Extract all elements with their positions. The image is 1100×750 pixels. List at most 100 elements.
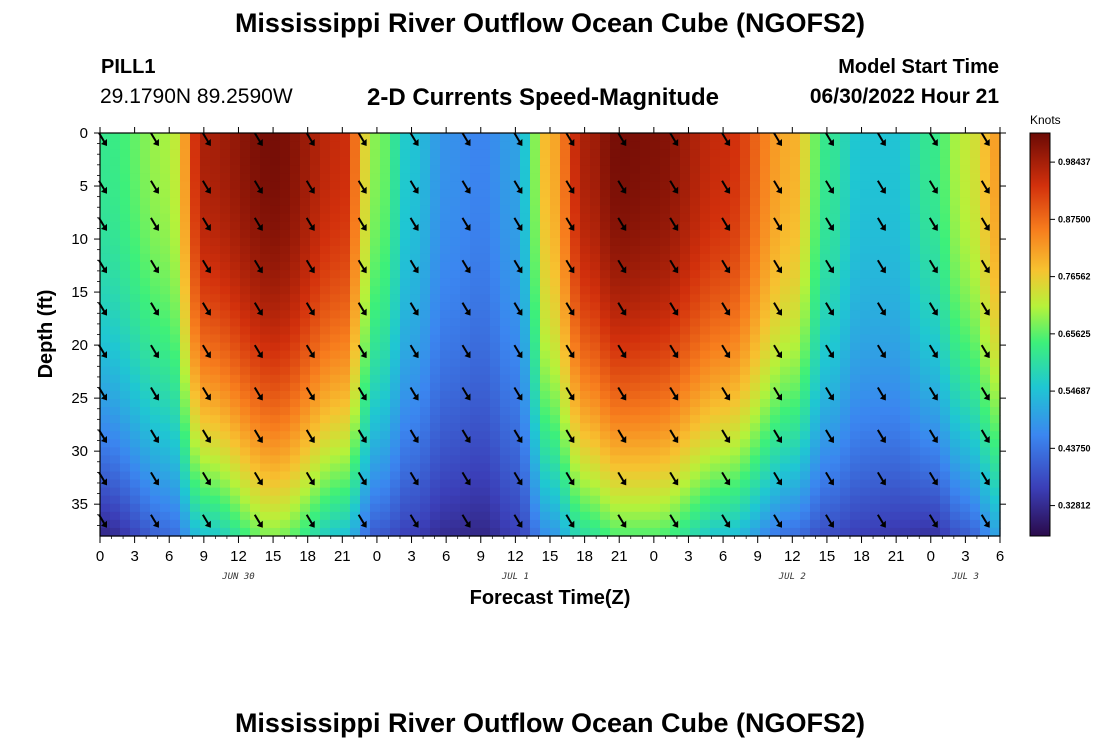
heatmap-cell bbox=[370, 141, 381, 150]
heatmap-cell bbox=[160, 302, 171, 311]
heatmap-cell bbox=[900, 487, 911, 497]
heatmap-cell bbox=[350, 479, 361, 489]
heatmap-cell bbox=[670, 334, 681, 344]
heatmap-cell bbox=[230, 189, 241, 199]
heatmap-cell bbox=[190, 245, 201, 255]
heatmap-cell bbox=[580, 213, 591, 223]
heatmap-cell bbox=[490, 270, 501, 279]
heatmap-cell bbox=[640, 471, 651, 481]
heatmap-cell bbox=[310, 310, 321, 319]
heatmap-cell bbox=[210, 463, 221, 473]
heatmap-cell bbox=[850, 423, 861, 432]
heatmap-cell bbox=[790, 318, 801, 328]
current-vector bbox=[773, 302, 782, 316]
heatmap-cell bbox=[200, 278, 211, 287]
heatmap-cell bbox=[820, 415, 831, 424]
heatmap-cell bbox=[460, 294, 471, 303]
heatmap-cell bbox=[170, 173, 181, 182]
heatmap-cell bbox=[990, 205, 1001, 215]
heatmap-cell bbox=[950, 278, 961, 287]
heatmap-cell bbox=[190, 205, 201, 215]
heatmap-cell bbox=[600, 447, 611, 456]
heatmap-cell bbox=[130, 398, 141, 408]
heatmap-cell bbox=[710, 189, 721, 199]
heatmap-cell bbox=[760, 173, 771, 182]
heatmap-cell bbox=[580, 342, 591, 352]
heatmap-cell bbox=[320, 245, 331, 255]
heatmap-cell bbox=[540, 205, 551, 215]
heatmap-cell bbox=[760, 253, 771, 263]
heatmap-cell bbox=[100, 527, 111, 537]
heatmap-cell bbox=[840, 157, 851, 166]
heatmap-cell bbox=[560, 358, 571, 368]
heatmap-cell bbox=[170, 213, 181, 223]
heatmap-cell bbox=[910, 157, 921, 166]
current-vector bbox=[721, 344, 731, 359]
heatmap-cell bbox=[780, 503, 791, 513]
current-vector bbox=[773, 217, 782, 231]
heatmap-cell bbox=[480, 302, 491, 311]
heatmap-cell bbox=[560, 310, 571, 319]
current-vector bbox=[565, 217, 575, 231]
heatmap-cell bbox=[170, 302, 181, 311]
heatmap-cell bbox=[210, 374, 221, 384]
heatmap-cell bbox=[130, 479, 141, 489]
heatmap-cell bbox=[540, 342, 551, 352]
heatmap-cell bbox=[140, 479, 151, 489]
heatmap-cell bbox=[890, 197, 901, 207]
current-vector bbox=[825, 471, 834, 486]
heatmap-cell bbox=[460, 157, 471, 166]
heatmap-cell bbox=[650, 431, 661, 440]
heatmap-cell bbox=[570, 213, 581, 223]
heatmap-cell bbox=[450, 261, 461, 271]
heatmap-cell bbox=[650, 503, 661, 513]
heatmap-cell bbox=[570, 511, 581, 521]
heatmap-cell bbox=[330, 479, 341, 489]
heatmap-cell bbox=[610, 261, 621, 271]
heatmap-cell bbox=[530, 390, 541, 400]
heatmap-cell bbox=[320, 205, 331, 215]
heatmap-cell bbox=[760, 245, 771, 255]
current-vector bbox=[617, 429, 627, 443]
heatmap-cell bbox=[900, 358, 911, 368]
heatmap-cell bbox=[380, 455, 391, 465]
heatmap-cell bbox=[760, 463, 771, 473]
heatmap-cell bbox=[720, 366, 731, 376]
heatmap-cell bbox=[590, 205, 601, 215]
heatmap-cell bbox=[120, 229, 131, 239]
heatmap-cell bbox=[300, 479, 311, 489]
heatmap-cell bbox=[920, 133, 931, 142]
heatmap-cell bbox=[400, 471, 411, 481]
heatmap-cell bbox=[500, 455, 511, 465]
heatmap-cell bbox=[640, 165, 651, 174]
heatmap-cell bbox=[280, 237, 291, 247]
heatmap-cell bbox=[290, 197, 301, 207]
heatmap-cell bbox=[200, 463, 211, 473]
heatmap-cell bbox=[560, 205, 571, 215]
heatmap-cell bbox=[100, 342, 111, 352]
current-vector bbox=[773, 514, 782, 528]
heatmap-cell bbox=[980, 278, 991, 287]
heatmap-cell bbox=[430, 366, 441, 376]
heatmap-cell bbox=[970, 302, 981, 311]
heatmap-cell bbox=[710, 390, 721, 400]
heatmap-cell bbox=[550, 302, 561, 311]
heatmap-cell bbox=[270, 253, 281, 263]
heatmap-cell bbox=[790, 382, 801, 392]
heatmap-cell bbox=[810, 261, 821, 271]
heatmap-cell bbox=[430, 245, 441, 255]
heatmap-cell bbox=[110, 253, 121, 263]
heatmap-cell bbox=[510, 519, 521, 529]
heatmap-cell bbox=[930, 302, 941, 311]
heatmap-cell bbox=[320, 390, 331, 400]
heatmap-cell bbox=[800, 310, 811, 319]
heatmap-cell bbox=[280, 165, 291, 174]
heatmap-cell bbox=[670, 157, 681, 166]
heatmap-cell bbox=[560, 471, 571, 481]
heatmap-cell bbox=[810, 382, 821, 392]
heatmap-cell bbox=[930, 463, 941, 473]
heatmap-cell bbox=[990, 463, 1001, 473]
heatmap-cell bbox=[570, 527, 581, 537]
heatmap-cell bbox=[900, 423, 911, 432]
heatmap-cell bbox=[240, 390, 251, 400]
